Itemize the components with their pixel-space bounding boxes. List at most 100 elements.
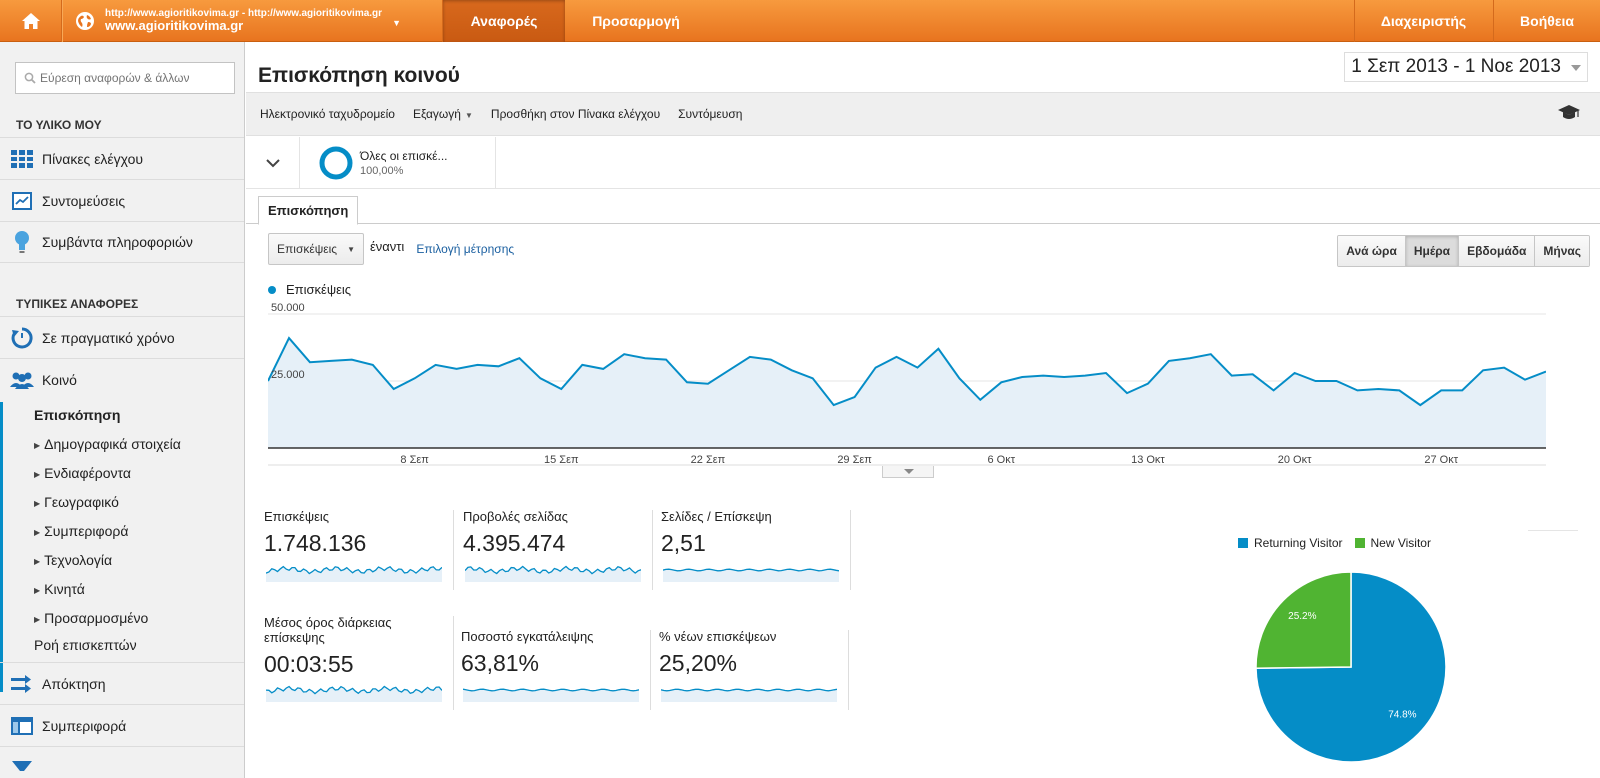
sidebar-subitem-demographics[interactable]: ▶ Δημογραφικά στοιχεία [34,436,181,452]
tab-help[interactable]: Βοήθεια [1493,0,1600,42]
pie-slice-new-visitor[interactable] [1255,571,1352,669]
tab-overview[interactable]: Επισκόπηση [258,196,359,225]
sidebar-subitem-label: Προσαρμοσμένο [44,610,149,626]
realtime-clock-icon [10,326,34,350]
sidebar-item-intelligence-events[interactable]: Συμβάντα πληροφοριών [0,221,244,263]
tab-customization[interactable]: Προσαρμογή [592,13,680,29]
sidebar-subitem-mobile[interactable]: ▶ Κινητά [34,581,85,597]
sidebar-subitem-label: Δημογραφικά στοιχεία [44,436,181,452]
sparkline [465,565,641,582]
sparkline [661,688,837,702]
metric-tile-pages-per-visit[interactable]: Σελίδες / Επίσκεψη 2,51 [661,509,851,590]
pie-slice-label: 74.8% [1388,710,1416,721]
sparkline-line [661,688,837,692]
pie-legend-new[interactable]: New Visitor [1354,536,1431,550]
x-tick-label: 8 Σεπ [400,454,429,466]
date-range-picker[interactable]: 1 Σεπ 2013 - 1 Νοε 2013 [1344,52,1588,82]
my-stuff-heading: ΤΟ ΥΛΙΚΟ ΜΟΥ [16,118,102,132]
legend-label: Returning Visitor [1254,536,1343,550]
x-tick-label: 15 Σεπ [544,454,579,466]
metric-tile-label: Σελίδες / Επίσκεψη [661,509,772,524]
triangle-right-icon: ▶ [34,557,41,566]
sidebar-subitem-technology[interactable]: ▶ Τεχνολογία [34,552,112,568]
sidebar: ΤΟ ΥΛΙΚΟ ΜΟΥ Πίνακες ελέγχου Συντομεύσει… [0,42,245,778]
sidebar-item-audience[interactable]: Κοινό [0,358,244,400]
graduation-cap-icon[interactable] [1558,105,1580,126]
search-input[interactable] [40,71,220,85]
sidebar-item-realtime[interactable]: Σε πραγματικό χρόνο [0,316,244,358]
metric-tile-bounce-rate[interactable]: Ποσοστό εγκατάλειψης 63,81% [461,629,651,710]
sparkline-area [661,689,837,702]
sparkline-area [266,566,442,582]
sparkline-area [266,686,442,702]
export-button[interactable]: Εξαγωγή ▼ [413,107,473,121]
triangle-right-icon: ▶ [34,441,41,450]
segment-percentage: 100,00% [360,165,404,177]
chart-scrubber-handle[interactable] [882,466,934,478]
metric-tile-value: 63,81% [461,649,540,676]
sidebar-subitem-custom[interactable]: ▶ Προσαρμοσμένο [34,610,148,626]
chevron-down-icon [265,158,280,167]
sparkline-line [465,565,641,575]
metric-tile-pageviews[interactable]: Προβολές σελίδας 4.395.474 [463,509,653,590]
pie-slice-returning-visitor[interactable] [1255,571,1447,763]
account-selector[interactable]: http://www.agioritikovima.gr - http://ww… [63,0,443,42]
triangle-right-icon: ▶ [34,470,41,479]
select-metric-link[interactable]: Επιλογή μέτρησης [416,242,515,256]
granularity-toggle: Ανά ώρα Ημέρα Εβδομάδα Μήνας [1337,235,1590,267]
metric-tile-new-visits[interactable]: % νέων επισκέψεων 25,20% [659,629,849,710]
sidebar-item-behavior[interactable]: Συμπεριφορά [0,704,244,746]
sidebar-item-acquisition[interactable]: Απόκτηση [0,662,244,704]
granularity-month-button[interactable]: Μήνας [1535,236,1589,266]
metric-tile-avg-duration[interactable]: Μέσος όρος διάρκειας επίσκεψης 00:03:55 [264,615,454,710]
email-button[interactable]: Ηλεκτρονικό ταχυδρομείο [260,107,395,121]
sidebar-subitem-interests[interactable]: ▶ Ενδιαφέροντα [34,465,131,481]
sidebar-item-shortcuts[interactable]: Συντομεύσεις [0,179,244,221]
report-search[interactable] [15,62,235,94]
sparkline-area [463,689,639,702]
home-button[interactable] [0,0,62,42]
metric-tile-label: Μέσος όρος διάρκειας επίσκεψης [264,615,392,645]
metric-selector-row: Επισκέψεις ▼ έναντι Επιλογή μέτρησης [268,233,514,265]
standard-reports-heading: ΤΥΠΙΚΕΣ ΑΝΑΦΟΡΕΣ [16,297,139,311]
shortcut-button[interactable]: Συντόμευση [678,107,743,121]
active-section-indicator [0,402,3,692]
metric-tile-value: 1.748.136 [264,529,367,556]
triangle-right-icon: ▶ [34,586,41,595]
granularity-day-button[interactable]: Ημέρα [1405,236,1460,266]
sparkline [266,685,442,702]
chevron-down-icon: ▼ [347,244,355,254]
sidebar-subitem-overview[interactable]: Επισκόπηση [34,407,121,423]
triangle-right-icon: ▶ [34,499,41,508]
granularity-week-button[interactable]: Εβδομάδα [1459,236,1536,266]
sidebar-item-dashboards[interactable]: Πίνακες ελέγχου [0,137,244,179]
sidebar-subitem-label: Ενδιαφέροντα [44,465,131,481]
tab-admin[interactable]: Διαχειριστής [1354,0,1492,42]
series-line [268,336,1546,407]
segment-card-all-visits[interactable]: Όλες οι επισκέ... 100,00% [300,137,496,189]
pie-legend-returning[interactable]: Returning Visitor [1238,536,1343,550]
report-action-bar: Ηλεκτρονικό ταχυδρομείο Εξαγωγή ▼ Προσθήκ… [246,92,1600,136]
tab-reports[interactable]: Αναφορές [443,0,565,42]
series-area [268,338,1546,448]
conversions-funnel-icon [10,751,34,775]
segment-expand-button[interactable] [246,137,300,189]
sidebar-item-conversions[interactable] [0,746,244,778]
sidebar-subitem-label: Συμπεριφορά [44,523,129,539]
sparkline-area [663,569,839,582]
metric-tile-visits[interactable]: Επισκέψεις 1.748.136 [264,509,454,590]
sparkline-line [663,568,839,572]
visits-line-chart: 50.000 25.000 8 Σεπ 15 Σεπ 22 Σεπ 29 Σεπ 6 Οκτ… [268,302,1546,466]
sidebar-subitem-visitors-flow[interactable]: Ροή επισκεπτών [34,637,137,653]
chevron-down-icon [1571,65,1581,71]
granularity-hourly-button[interactable]: Ανά ώρα [1338,236,1406,266]
add-to-dashboard-button[interactable]: Προσθήκη στον Πίνακα ελέγχου [490,107,661,121]
metric-dropdown[interactable]: Επισκέψεις ▼ [268,233,364,265]
x-tick-label: 27 Οκτ [1424,454,1458,466]
sidebar-subitem-behavior[interactable]: ▶ Συμπεριφορά [34,523,128,539]
legend-swatch [1238,538,1248,548]
shortcut-icon [10,189,34,213]
triangle-right-icon: ▶ [34,615,41,624]
legend-label: New Visitor [1370,536,1431,550]
sidebar-subitem-geo[interactable]: ▶ Γεωγραφικό [34,494,119,510]
